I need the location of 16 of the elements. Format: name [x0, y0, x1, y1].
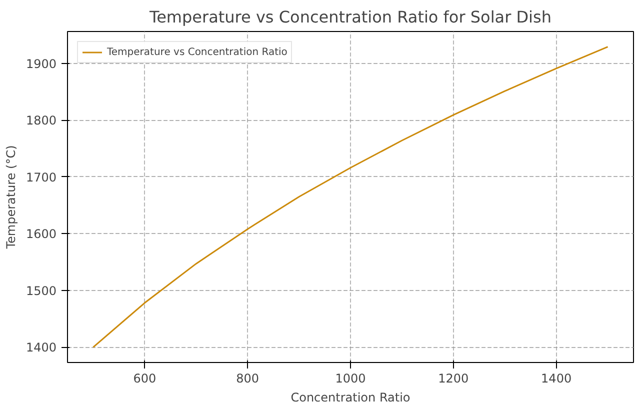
x-tick-label: 600	[133, 372, 156, 386]
chart-title: Temperature vs Concentration Ratio for Solar Dish	[148, 8, 552, 26]
y-tick-label: 1700	[26, 170, 57, 184]
x-axis-title: Concentration Ratio	[290, 390, 410, 404]
x-tick-label: 1400	[541, 372, 572, 386]
x-tick-label: 800	[236, 372, 260, 386]
y-tick-label: 1800	[26, 114, 57, 128]
y-tick-label: 1500	[26, 284, 57, 298]
y-axis-title: Temperature (°C)	[4, 145, 18, 250]
line-series	[92, 46, 609, 348]
x-tick-label: 1000	[335, 372, 366, 386]
y-tick-label: 1900	[26, 56, 57, 71]
y-tick-label: 1400	[26, 340, 57, 355]
y-tick-label: 1600	[26, 227, 57, 242]
x-tick-label: 1200	[438, 372, 469, 386]
legend-label: Temperature vs Concentration Ratio	[107, 46, 288, 58]
